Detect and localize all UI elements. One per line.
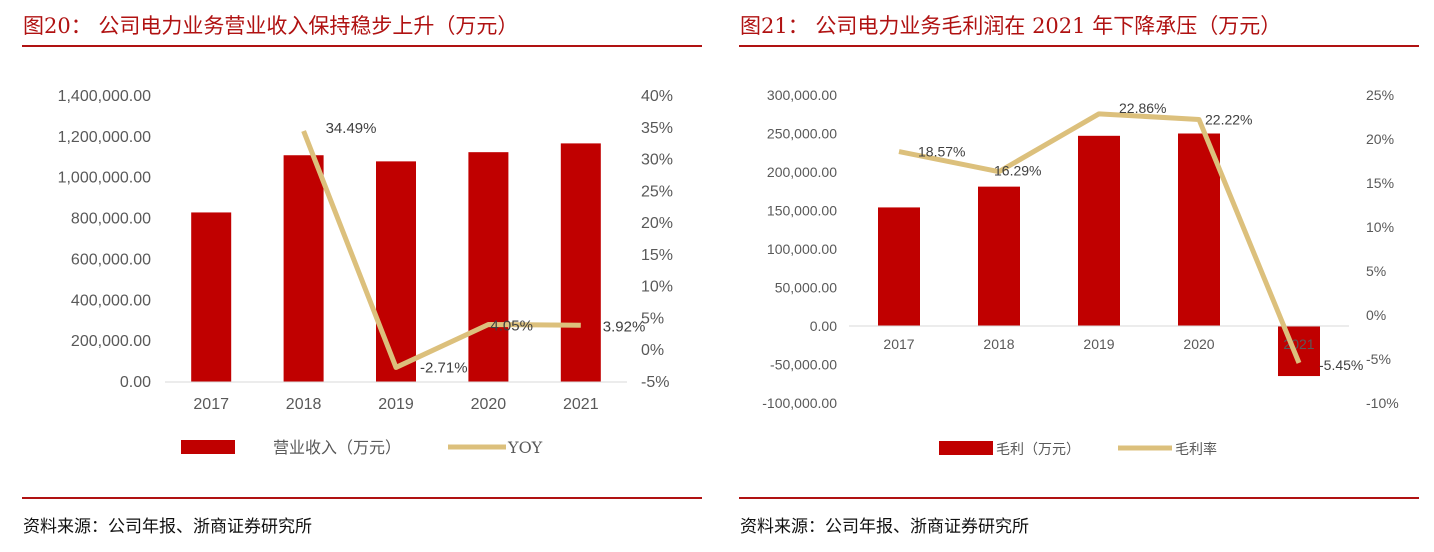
left-bar-2018	[283, 155, 324, 382]
left-right-axis-tick: 20%	[641, 215, 673, 232]
left-category-label: 2018	[286, 396, 322, 413]
right-legend-bar-label: 毛利（万元）	[996, 442, 1080, 458]
right-right-axis-tick: 25%	[1366, 87, 1394, 103]
left-right-axis-tick: 35%	[641, 120, 673, 137]
right-left-axis-tick: -50,000.00	[770, 357, 837, 373]
left-right-axis-tick: 10%	[641, 279, 673, 296]
left-line-data-label: 4.05%	[490, 317, 533, 334]
right-right-axis-tick: 20%	[1366, 131, 1394, 147]
left-figure-panel: 图20： 公司电力业务营业收入保持稳步上升（万元） 0.00 200,000.00…	[22, 14, 702, 537]
right-legend-line-label: 毛利率	[1175, 441, 1217, 458]
left-legend-line-label: YOY	[507, 438, 543, 457]
left-bar-2020	[468, 152, 509, 382]
left-category-label: 2021	[563, 396, 599, 413]
left-right-axis-tick: 30%	[641, 152, 673, 169]
right-category-label: 2020	[1183, 336, 1214, 352]
left-left-axis-tick: 600,000.00	[71, 251, 151, 268]
right-line-series	[898, 111, 1302, 364]
right-figure-title: 图21： 公司电力业务毛利润在 2021 年下降承压（万元）	[740, 14, 1282, 38]
right-line-data-label: 16.29%	[994, 163, 1041, 179]
right-bar-2020	[1178, 133, 1220, 326]
right-left-axis-tick: 50,000.00	[775, 280, 837, 296]
right-line-data-label: -5.45%	[1319, 357, 1363, 373]
right-left-axis-tick: 150,000.00	[767, 203, 837, 219]
right-bar-2019	[1078, 135, 1120, 326]
right-left-axis-tick: 200,000.00	[767, 164, 837, 180]
left-right-axis-tick: 15%	[641, 247, 673, 264]
left-left-axis-tick: 1,400,000.00	[58, 88, 152, 105]
left-left-axis-tick: 1,000,000.00	[58, 170, 152, 187]
left-right-axis-tick: 0%	[641, 342, 664, 359]
left-category-label: 2017	[193, 396, 229, 413]
left-bar-2019	[376, 161, 416, 382]
left-left-axis-tick: 800,000.00	[71, 211, 151, 228]
right-left-axis-tick: 0.00	[810, 318, 837, 334]
left-left-axis-tick: 200,000.00	[71, 333, 151, 350]
right-chart: -100,000.00 -50,000.00 0.00 50,000.00 100,00…	[762, 87, 1399, 458]
right-right-axis-tick: 5%	[1366, 263, 1386, 279]
left-right-axis-tick: 25%	[641, 183, 673, 200]
right-figure-panel: 图21： 公司电力业务毛利润在 2021 年下降承压（万元） -100,000.…	[717, 0, 1434, 552]
right-category-label: 2018	[983, 336, 1014, 352]
left-title-rule	[22, 45, 702, 47]
left-source-rule	[22, 497, 702, 499]
right-left-axis-tick: -100,000.00	[762, 395, 837, 411]
left-line-series	[301, 130, 581, 370]
right-left-axis-tick: 300,000.00	[767, 87, 837, 103]
left-chart: 0.00 200,000.00 400,000.00 600,000.00 800,00…	[58, 88, 673, 457]
right-left-axis-tick: 100,000.00	[767, 241, 837, 257]
left-line-data-label: 34.49%	[326, 120, 377, 137]
right-right-axis-tick: 10%	[1366, 219, 1394, 235]
right-right-axis-tick: 0%	[1366, 307, 1386, 323]
left-bar-2017	[191, 212, 232, 382]
right-line-data-label: 18.57%	[918, 144, 965, 160]
right-legend-bar-swatch	[939, 441, 993, 455]
left-left-axis-tick: 0.00	[120, 374, 151, 391]
right-title-rule	[739, 45, 1419, 47]
right-left-axis-tick: 250,000.00	[767, 126, 837, 142]
left-category-label: 2019	[378, 396, 414, 413]
left-left-axis-tick: 1,200,000.00	[58, 129, 152, 146]
left-left-axis-tick: 400,000.00	[71, 292, 151, 309]
right-line-data-label: 22.86%	[1119, 100, 1166, 116]
left-line-data-label: -2.71%	[420, 359, 468, 376]
left-line-data-label: 3.92%	[603, 318, 646, 335]
right-right-axis-tick: -5%	[1366, 351, 1391, 367]
left-legend-bar-swatch	[181, 440, 235, 454]
left-right-axis-tick: 5%	[641, 310, 664, 327]
left-figure-title: 图20： 公司电力业务营业收入保持稳步上升（万元）	[23, 14, 519, 38]
left-right-axis-tick: -5%	[641, 374, 669, 391]
left-right-axis-tick: 40%	[641, 88, 673, 105]
left-bar-2021	[560, 143, 601, 382]
right-line-data-label: 22.22%	[1205, 111, 1252, 127]
right-category-label: 2019	[1083, 336, 1114, 352]
right-category-label: 2017	[883, 336, 914, 352]
right-right-axis-tick: -10%	[1366, 395, 1399, 411]
right-bar-2018	[978, 186, 1020, 326]
left-legend-bar-label: 营业收入（万元）	[273, 438, 401, 457]
right-bar-2017	[878, 207, 920, 326]
left-category-label: 2020	[471, 396, 507, 413]
right-source-rule	[739, 497, 1419, 499]
right-source-note: 资料来源：公司年报、浙商证券研究所	[740, 517, 1029, 537]
left-source-note: 资料来源：公司年报、浙商证券研究所	[23, 517, 312, 537]
right-right-axis-tick: 15%	[1366, 175, 1394, 191]
